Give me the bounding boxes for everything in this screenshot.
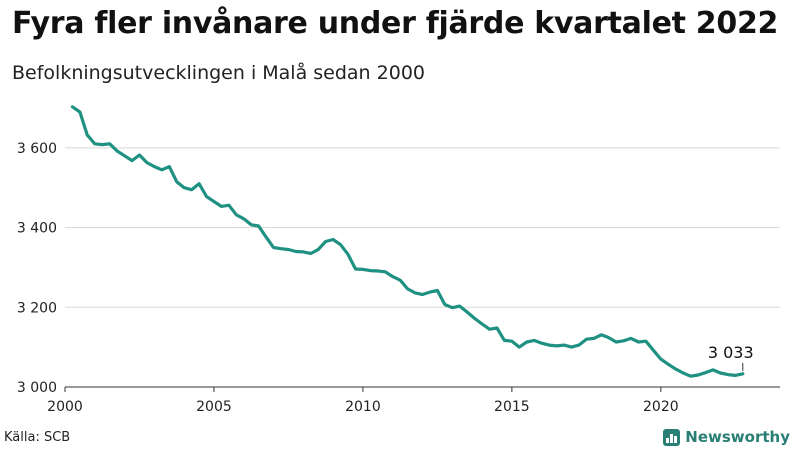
series-layer [70, 105, 745, 378]
axis-layer: 3 000 3 200 3 400 3 600 2000 2005 2010 2015 2020 [17, 141, 780, 415]
brand-name: Newsworthy [685, 428, 790, 446]
chart-logo-icon [663, 428, 681, 446]
annotation-layer: 3 033 [708, 343, 754, 371]
chart-title: Fyra fler invånare under fjärde kvartale… [12, 6, 779, 41]
x-tick-label: 2000 [47, 399, 83, 415]
y-tick-label: 3 400 [17, 221, 57, 237]
x-tick-label: 2020 [643, 399, 679, 415]
brand-logo: Newsworthy [663, 428, 790, 446]
source-note: Källa: SCB [4, 430, 71, 445]
chart-subtitle: Befolkningsutvecklingen i Malå sedan 200… [12, 62, 425, 84]
x-tick-label: 2010 [345, 399, 381, 415]
x-tick-label: 2015 [494, 399, 530, 415]
y-tick-label: 3 000 [17, 380, 57, 396]
y-tick-label: 3 600 [17, 141, 57, 157]
last-value-label: 3 033 [708, 343, 754, 362]
grid-layer [65, 147, 780, 308]
x-tick-label: 2005 [196, 399, 232, 415]
y-tick-label: 3 200 [17, 300, 57, 316]
population-series-line [70, 105, 745, 378]
